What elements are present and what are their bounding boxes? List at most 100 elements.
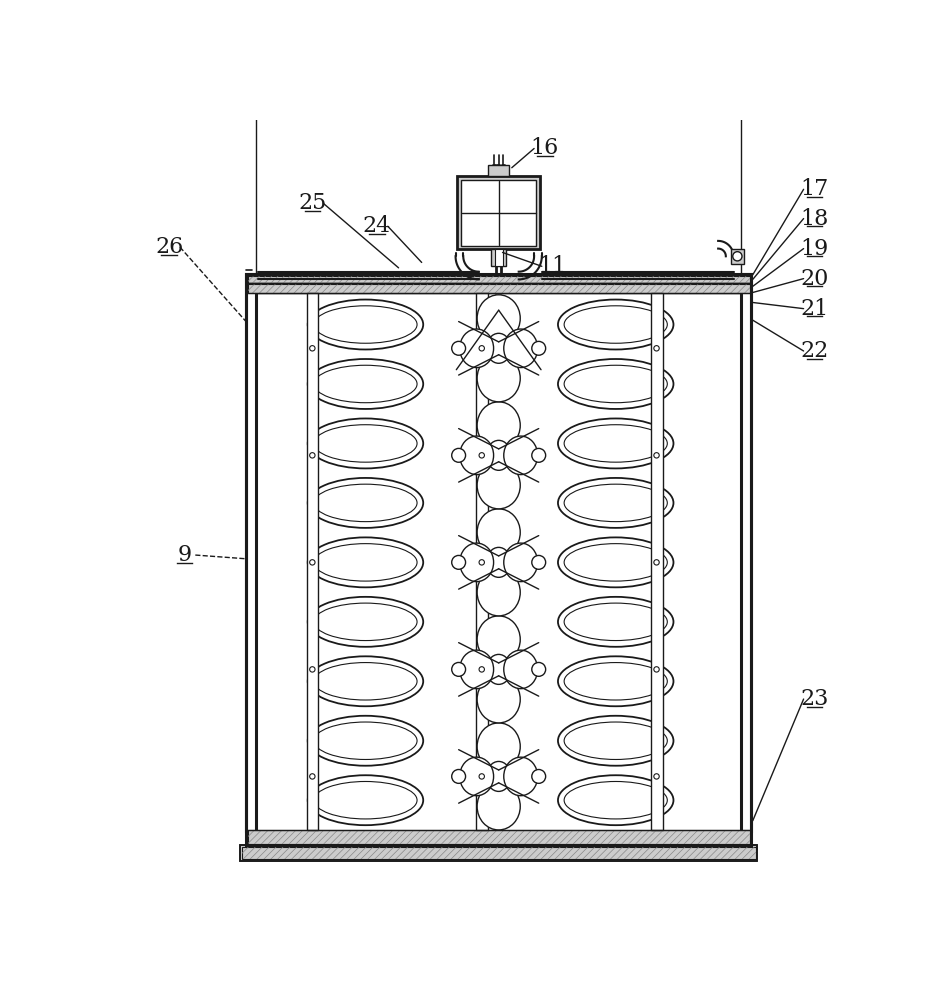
Circle shape: [654, 774, 659, 779]
Ellipse shape: [460, 650, 493, 689]
Text: 21: 21: [801, 298, 828, 320]
Circle shape: [309, 774, 315, 779]
Ellipse shape: [477, 616, 520, 663]
Text: 17: 17: [801, 178, 828, 200]
Ellipse shape: [314, 722, 417, 759]
Ellipse shape: [504, 329, 538, 368]
Ellipse shape: [477, 676, 520, 723]
Ellipse shape: [486, 547, 511, 577]
Circle shape: [733, 252, 742, 261]
Bar: [248, 830, 749, 844]
Bar: [247, 274, 751, 845]
Bar: [461, 180, 536, 246]
Ellipse shape: [307, 775, 424, 825]
Circle shape: [654, 453, 659, 458]
Text: 11: 11: [539, 255, 566, 277]
Text: 20: 20: [801, 268, 828, 290]
Ellipse shape: [460, 543, 493, 582]
Circle shape: [451, 662, 466, 676]
Ellipse shape: [558, 537, 673, 587]
Bar: [307, 293, 319, 830]
Bar: [247, 274, 256, 831]
Circle shape: [532, 555, 545, 569]
Ellipse shape: [486, 654, 511, 684]
Bar: [731, 249, 744, 264]
Bar: [247, 830, 751, 845]
Ellipse shape: [307, 537, 424, 587]
Ellipse shape: [565, 425, 667, 462]
Ellipse shape: [314, 781, 417, 819]
Ellipse shape: [307, 300, 424, 349]
Bar: [742, 274, 751, 831]
Ellipse shape: [558, 300, 673, 349]
Circle shape: [451, 448, 466, 462]
Text: 23: 23: [801, 688, 828, 710]
Ellipse shape: [307, 359, 424, 409]
Ellipse shape: [460, 757, 493, 796]
Bar: [476, 293, 487, 830]
Ellipse shape: [565, 544, 667, 581]
Circle shape: [532, 341, 545, 355]
Ellipse shape: [477, 509, 520, 556]
Ellipse shape: [504, 543, 538, 582]
Text: 25: 25: [298, 192, 327, 214]
Ellipse shape: [314, 365, 417, 403]
Ellipse shape: [558, 775, 673, 825]
Circle shape: [532, 448, 545, 462]
Bar: [248, 284, 749, 293]
Circle shape: [479, 667, 485, 672]
Ellipse shape: [460, 436, 493, 475]
Bar: [248, 276, 749, 283]
Bar: [248, 284, 749, 293]
Ellipse shape: [314, 544, 417, 581]
Ellipse shape: [460, 329, 493, 368]
Ellipse shape: [307, 656, 424, 706]
Text: 26: 26: [155, 236, 183, 258]
Ellipse shape: [504, 650, 538, 689]
Ellipse shape: [307, 478, 424, 528]
Ellipse shape: [477, 462, 520, 509]
Ellipse shape: [307, 597, 424, 647]
Text: 22: 22: [801, 340, 828, 362]
Ellipse shape: [565, 306, 667, 343]
Circle shape: [451, 555, 466, 569]
Circle shape: [479, 560, 485, 565]
Ellipse shape: [314, 603, 417, 641]
Ellipse shape: [558, 418, 673, 468]
Ellipse shape: [477, 402, 520, 449]
Bar: [240, 845, 758, 861]
Circle shape: [654, 667, 659, 672]
Text: 19: 19: [801, 238, 828, 260]
Ellipse shape: [477, 355, 520, 402]
Bar: [242, 847, 756, 859]
Circle shape: [309, 346, 315, 351]
Ellipse shape: [565, 365, 667, 403]
Bar: [240, 845, 758, 861]
Bar: [242, 847, 756, 859]
Bar: [247, 283, 751, 293]
Circle shape: [532, 662, 545, 676]
Ellipse shape: [477, 569, 520, 616]
Ellipse shape: [565, 663, 667, 700]
Text: 9: 9: [177, 544, 191, 566]
Ellipse shape: [307, 716, 424, 766]
Bar: [495, 249, 503, 266]
Ellipse shape: [565, 484, 667, 522]
Circle shape: [654, 560, 659, 565]
Text: 18: 18: [801, 208, 828, 230]
Circle shape: [309, 453, 315, 458]
Ellipse shape: [504, 436, 538, 475]
Ellipse shape: [565, 722, 667, 759]
Bar: [247, 275, 751, 283]
Ellipse shape: [477, 723, 520, 770]
Circle shape: [532, 769, 545, 783]
Text: 16: 16: [531, 137, 559, 159]
Bar: [457, 176, 541, 249]
Ellipse shape: [314, 425, 417, 462]
Ellipse shape: [314, 306, 417, 343]
Ellipse shape: [504, 757, 538, 796]
Ellipse shape: [565, 781, 667, 819]
Ellipse shape: [558, 359, 673, 409]
Circle shape: [309, 560, 315, 565]
Circle shape: [479, 774, 485, 779]
